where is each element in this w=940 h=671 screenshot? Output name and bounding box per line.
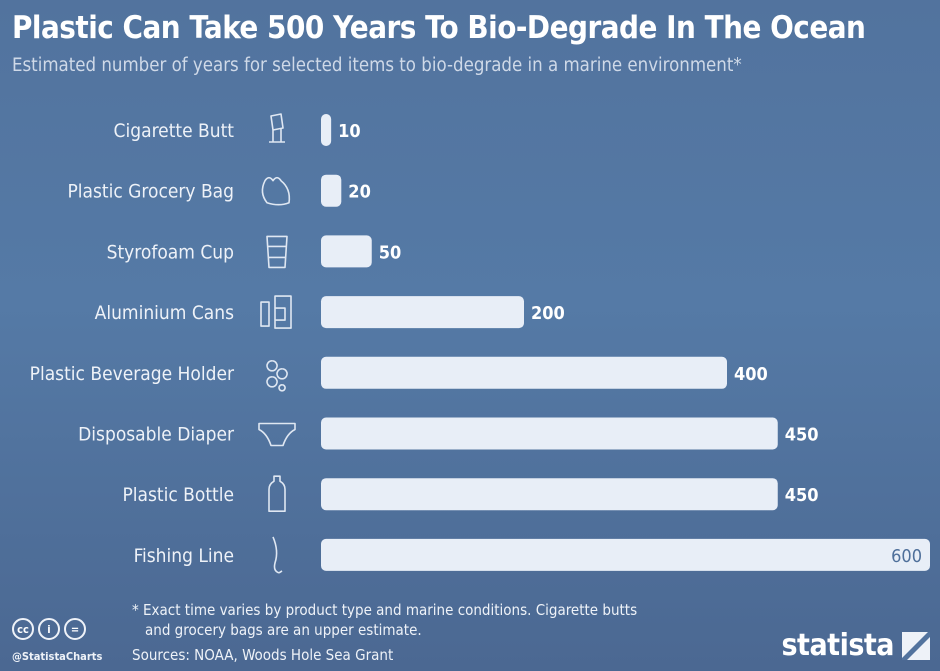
fishing-line-icon xyxy=(272,536,283,574)
footnote-line-1: * Exact time varies by product type and … xyxy=(132,601,638,619)
value-label: 600 xyxy=(891,546,922,567)
bar xyxy=(321,417,778,450)
statista-logo-icon xyxy=(902,631,930,660)
cc-icon: cc xyxy=(12,618,34,640)
category-label: Plastic Beverage Holder xyxy=(30,363,235,385)
bar xyxy=(321,296,524,329)
value-label: 450 xyxy=(785,425,819,446)
bar-row: Styrofoam Cup 50 xyxy=(107,235,402,269)
bar xyxy=(321,538,930,571)
category-label: Disposable Diaper xyxy=(78,424,235,446)
bar-row: Plastic Beverage Holder 400 xyxy=(30,356,768,392)
value-label: 50 xyxy=(379,242,402,263)
source-text: Sources: NOAA, Woods Hole Sea Grant xyxy=(132,646,394,664)
bar xyxy=(321,174,342,207)
bar-row: Plastic Grocery Bag 20 xyxy=(67,174,371,207)
logo-text: statista xyxy=(781,628,894,663)
bar xyxy=(321,235,372,268)
bar-row: Cigarette Butt 10 xyxy=(114,113,361,146)
cup-icon xyxy=(266,235,288,269)
category-label: Plastic Bottle xyxy=(122,484,234,506)
diaper-icon xyxy=(258,422,296,447)
value-label: 20 xyxy=(348,182,371,203)
bar-chart: Cigarette Butt 10 Plastic Grocery Bag 20 Sty… xyxy=(30,113,930,574)
bar-row: Disposable Diaper 450 xyxy=(78,417,819,450)
footnote: * Exact time varies by product type and … xyxy=(132,600,637,640)
grocery-bag-icon xyxy=(261,176,291,206)
footnote-line-2: and grocery bags are an upper estimate. xyxy=(145,621,422,639)
attribution-icon: i xyxy=(38,618,60,640)
category-label: Aluminium Cans xyxy=(95,302,234,324)
category-label: Cigarette Butt xyxy=(114,120,235,142)
chart-title: Plastic Can Take 500 Years To Bio-Degrad… xyxy=(12,10,866,46)
category-label: Styrofoam Cup xyxy=(107,241,234,263)
chart-subtitle: Estimated number of years for selected i… xyxy=(12,55,742,76)
bar xyxy=(321,478,778,511)
twitter-handle[interactable]: @StatistaCharts xyxy=(12,650,103,663)
category-label: Fishing Line xyxy=(134,545,234,567)
bar xyxy=(321,114,332,146)
bar-row: Fishing Line 600 xyxy=(134,536,930,574)
value-label: 450 xyxy=(785,485,819,506)
statista-logo: statista xyxy=(781,628,930,663)
beverage-holder-icon xyxy=(266,360,288,392)
value-label: 10 xyxy=(338,121,361,142)
category-label: Plastic Grocery Bag xyxy=(67,181,234,203)
cigarette-icon xyxy=(269,113,285,143)
no-derivatives-icon: = xyxy=(64,618,86,640)
value-label: 200 xyxy=(531,303,565,324)
bar xyxy=(321,356,727,389)
bottle-icon xyxy=(268,475,286,513)
license-icons: cc i = xyxy=(12,618,86,640)
value-label: 400 xyxy=(734,364,768,385)
cans-icon xyxy=(260,295,292,329)
bar-row: Plastic Bottle 450 xyxy=(122,475,819,513)
bar-row: Aluminium Cans 200 xyxy=(95,295,565,329)
